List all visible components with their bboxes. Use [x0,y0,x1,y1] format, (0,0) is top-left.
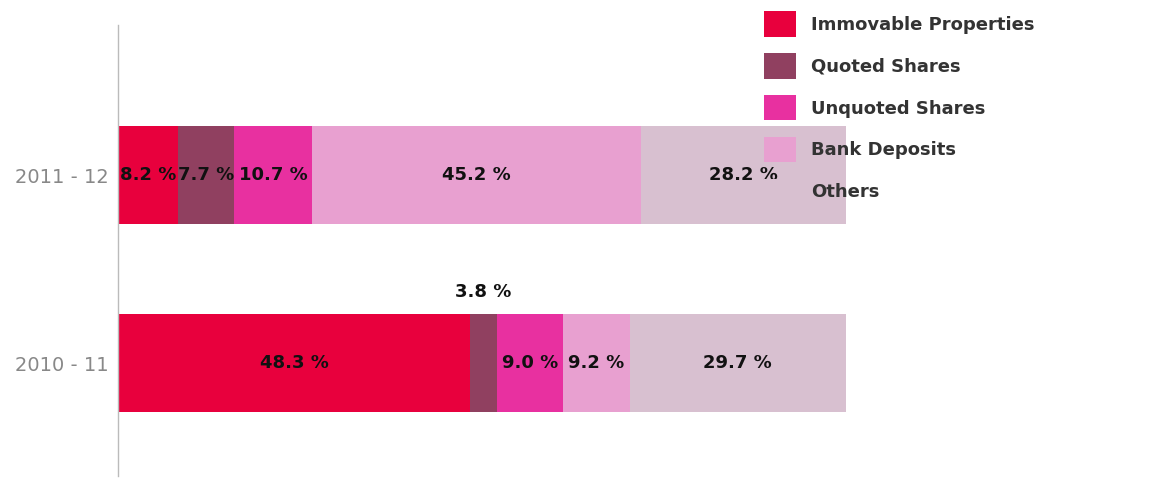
Bar [630,314,846,412]
Bar [469,314,497,412]
Bar [118,126,178,224]
Text: 10.7 %: 10.7 % [238,166,307,184]
Text: 28.2 %: 28.2 % [708,166,778,184]
Text: 3.8 %: 3.8 % [455,283,511,301]
Bar [312,126,640,224]
Text: 7.7 %: 7.7 % [178,166,235,184]
Bar [178,126,235,224]
Text: 8.2 %: 8.2 % [120,166,176,184]
Text: 9.2 %: 9.2 % [568,354,624,372]
Text: 9.0 %: 9.0 % [502,354,558,372]
Bar [118,314,469,412]
Legend: Immovable Properties, Quoted Shares, Unquoted Shares, Bank Deposits, Others: Immovable Properties, Quoted Shares, Unq… [764,11,1035,204]
Text: 29.7 %: 29.7 % [703,354,772,372]
Bar [235,126,312,224]
Bar [563,314,630,412]
Bar [640,126,846,224]
Bar [497,314,563,412]
Text: 48.3 %: 48.3 % [259,354,328,372]
Text: 45.2 %: 45.2 % [442,166,510,184]
